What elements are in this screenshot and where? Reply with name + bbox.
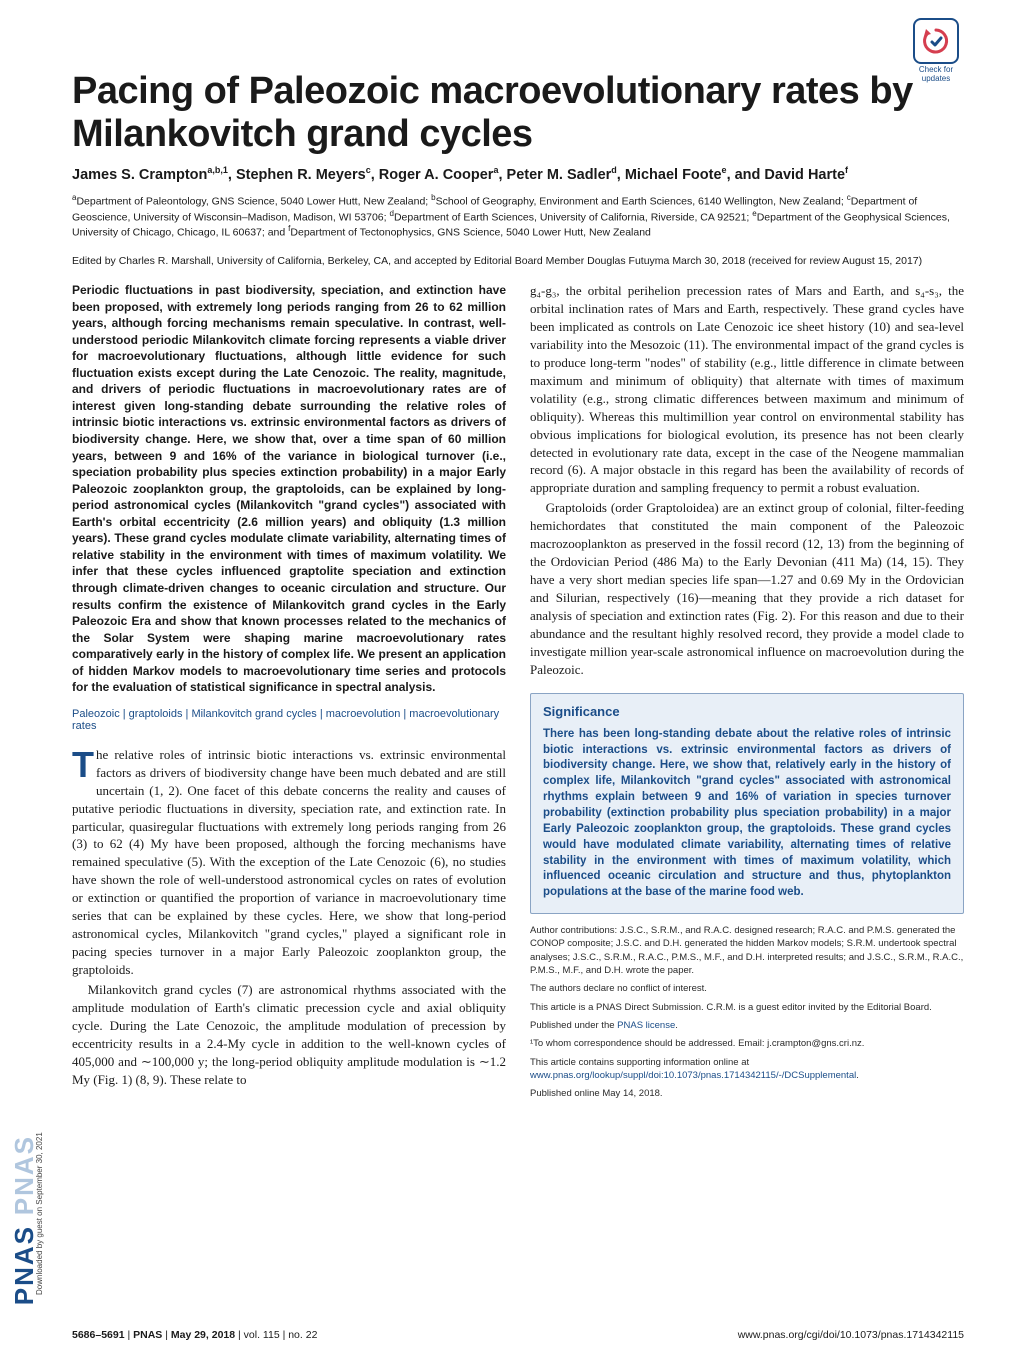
license-link[interactable]: PNAS license (617, 1020, 675, 1031)
meta-published: Published online May 14, 2018. (530, 1087, 964, 1100)
column-left: Periodic fluctuations in past biodiversi… (72, 282, 506, 1105)
significance-heading: Significance (543, 704, 951, 719)
meta-direct-submission: This article is a PNAS Direct Submission… (530, 1001, 964, 1014)
keywords: Paleozoic | graptoloids | Milankovitch g… (72, 708, 506, 732)
body-p1: he relative roles of intrinsic biotic in… (72, 747, 506, 977)
footer-right: www.pnas.org/cgi/doi/10.1073/pnas.171434… (738, 1329, 964, 1341)
significance-text: There has been long-standing debate abou… (543, 727, 951, 901)
affiliations: aDepartment of Paleontology, GNS Science… (72, 193, 964, 240)
significance-box: Significance There has been long-standin… (530, 693, 964, 914)
body-text-right: g₄-g₃, the orbital perihelion precession… (530, 282, 964, 679)
abstract: Periodic fluctuations in past biodiversi… (72, 282, 506, 696)
column-right: g₄-g₃, the orbital perihelion precession… (530, 282, 964, 1105)
meta-conflict: The authors declare no conflict of inter… (530, 982, 964, 995)
edited-by: Edited by Charles R. Marshall, Universit… (72, 254, 964, 268)
check-updates-badge[interactable]: Check forupdates (912, 18, 960, 84)
meta-contributions: Author contributions: J.S.C., S.R.M., an… (530, 924, 964, 977)
article-meta: Author contributions: J.S.C., S.R.M., an… (530, 924, 964, 1100)
meta-correspondence: ¹To whom correspondence should be addres… (530, 1037, 964, 1050)
si-link[interactable]: www.pnas.org/lookup/suppl/doi:10.1073/pn… (530, 1070, 856, 1081)
check-updates-label: Check forupdates (912, 66, 960, 84)
brand-strip: PNAS PNAS (10, 60, 38, 1305)
dropcap: T (72, 746, 96, 782)
footer-left: 5686–5691 | PNAS | May 29, 2018 | vol. 1… (72, 1329, 317, 1341)
meta-si: This article contains supporting informa… (530, 1056, 964, 1083)
check-updates-icon (913, 18, 959, 64)
body-text-left: The relative roles of intrinsic biotic i… (72, 746, 506, 1089)
body-right-p1: g₄-g₃, the orbital perihelion precession… (530, 282, 964, 497)
body-right-p2: Graptoloids (order Graptoloidea) are an … (530, 499, 964, 678)
authors: James S. Cramptona,b,1, Stephen R. Meyer… (72, 165, 964, 183)
two-column-body: Periodic fluctuations in past biodiversi… (72, 282, 964, 1105)
body-p2: Milankovitch grand cycles (7) are astron… (72, 981, 506, 1089)
meta-license: Published under the PNAS license. (530, 1019, 964, 1032)
page-footer: 5686–5691 | PNAS | May 29, 2018 | vol. 1… (72, 1329, 964, 1341)
download-note: Downloaded by guest on September 30, 202… (35, 1132, 44, 1295)
article-title: Pacing of Paleozoic macroevolutionary ra… (72, 70, 964, 155)
